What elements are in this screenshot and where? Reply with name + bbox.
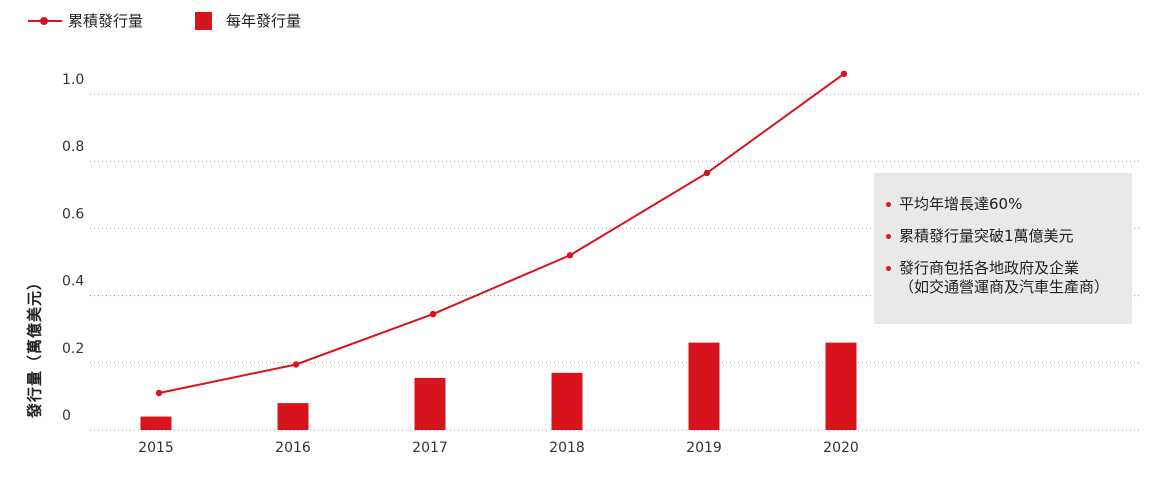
x-tick-label: 2017 bbox=[412, 440, 448, 456]
y-tick-label: 1.0 bbox=[62, 72, 84, 88]
chart-legend: 累積發行量 每年發行量 bbox=[28, 10, 353, 31]
highlight-text: 平均年增長達60% bbox=[899, 195, 1023, 213]
y-tick-label: 0.6 bbox=[62, 206, 84, 222]
bullet-icon bbox=[886, 266, 891, 271]
highlights-box: 平均年增長達60% 累積發行量突破1萬億美元 發行商包括各地政府及企業 （如交通… bbox=[874, 173, 1132, 324]
bullet-icon bbox=[886, 234, 891, 239]
legend-line-marker-icon bbox=[28, 16, 62, 25]
annual-issuance-bars bbox=[140, 342, 857, 430]
bar bbox=[414, 377, 446, 430]
x-tick-label: 2015 bbox=[138, 440, 174, 456]
line-point bbox=[155, 389, 163, 397]
y-tick-label: 0.2 bbox=[62, 341, 84, 357]
x-axis-ticks: 2015 2016 2017 2018 2019 2020 bbox=[138, 440, 859, 456]
line-point bbox=[292, 361, 300, 368]
highlight-text: 發行商包括各地政府及企業 （如交通營運商及汽車生產商） bbox=[899, 259, 1110, 296]
legend-bar-swatch-icon bbox=[195, 11, 213, 30]
y-tick-label: 0 bbox=[62, 408, 71, 424]
y-axis-label: 發行量（萬億美元） bbox=[25, 273, 44, 419]
y-tick-label: 0.8 bbox=[62, 139, 84, 155]
legend-dot-icon bbox=[40, 16, 48, 25]
line-point bbox=[703, 169, 711, 177]
bar bbox=[688, 342, 720, 430]
cumulative-issuance-line bbox=[155, 70, 848, 397]
x-tick-label: 2018 bbox=[549, 440, 585, 456]
line-point bbox=[566, 252, 574, 259]
line-point bbox=[840, 70, 848, 78]
bullet-icon bbox=[886, 202, 891, 207]
highlight-text: 累積發行量突破1萬億美元 bbox=[899, 227, 1074, 245]
bar bbox=[140, 416, 172, 430]
highlight-item: 發行商包括各地政府及企業 （如交通營運商及汽車生產商） bbox=[886, 259, 1122, 297]
legend-label-cumulative: 累積發行量 bbox=[68, 12, 144, 30]
legend-item-cumulative: 累積發行量 bbox=[28, 10, 143, 31]
highlight-item: 累積發行量突破1萬億美元 bbox=[886, 227, 1122, 246]
x-tick-label: 2016 bbox=[275, 440, 311, 456]
legend-item-annual: 每年發行量 bbox=[195, 10, 301, 31]
x-tick-label: 2019 bbox=[686, 440, 722, 456]
bar bbox=[825, 342, 857, 430]
x-tick-label: 2020 bbox=[823, 440, 859, 456]
y-tick-label: 0.4 bbox=[62, 274, 84, 290]
line-point bbox=[429, 310, 437, 318]
highlight-item: 平均年增長達60% bbox=[886, 195, 1122, 214]
bar bbox=[551, 372, 583, 430]
y-axis-ticks: 0 0.2 0.4 0.6 0.8 1.0 bbox=[62, 72, 84, 424]
bar bbox=[277, 403, 309, 430]
line-path bbox=[158, 73, 845, 395]
legend-label-annual: 每年發行量 bbox=[226, 12, 302, 30]
